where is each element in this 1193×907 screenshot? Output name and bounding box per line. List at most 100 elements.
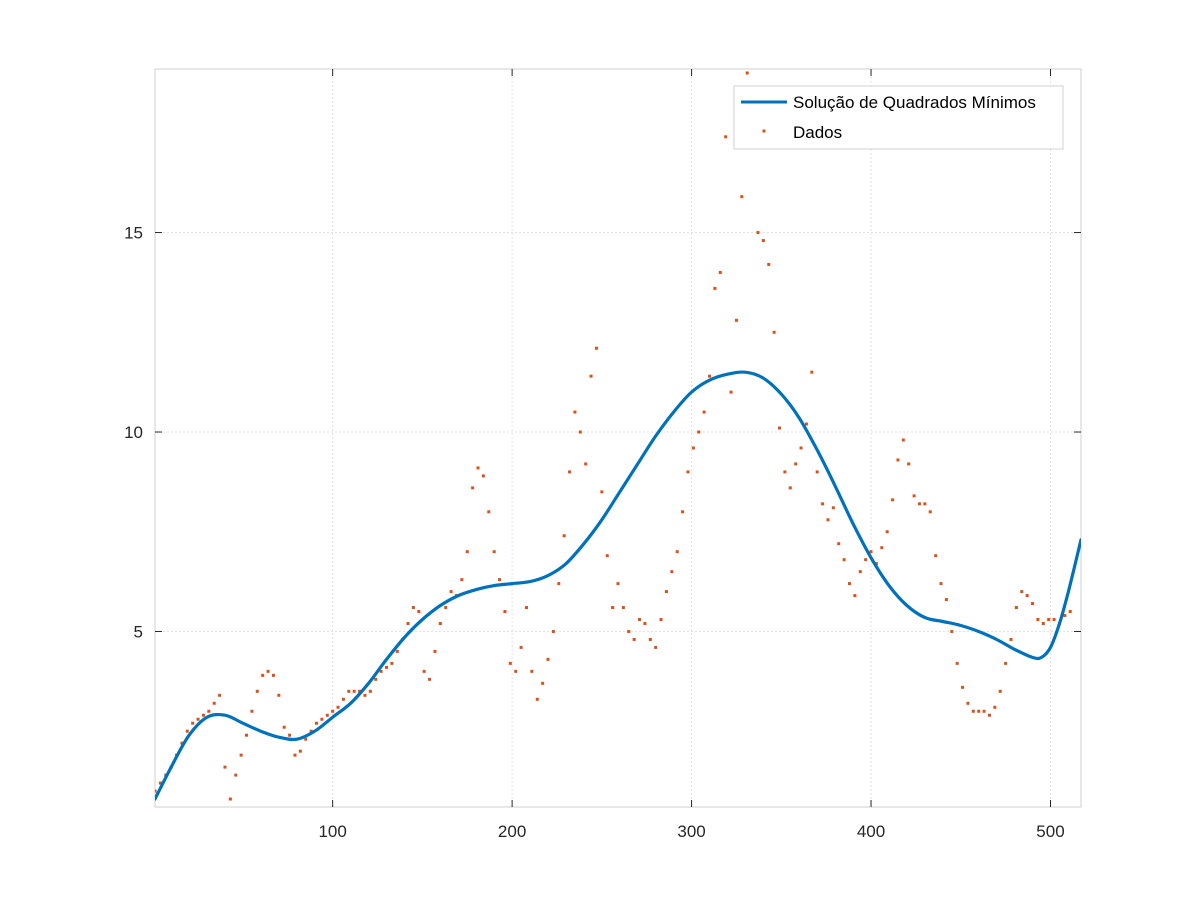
data-point <box>228 797 232 801</box>
data-point <box>428 677 432 681</box>
data-point <box>325 713 329 717</box>
legend-label-fit: Solução de Quadrados Mínimos <box>793 93 1036 112</box>
data-point <box>368 689 372 693</box>
data-point <box>638 618 642 622</box>
data-point <box>546 657 550 661</box>
data-point <box>1036 618 1040 622</box>
data-point <box>896 458 900 462</box>
data-point <box>471 486 475 490</box>
data-point <box>196 717 200 721</box>
data-point <box>1014 606 1018 610</box>
data-point <box>950 629 954 633</box>
data-point <box>1031 602 1035 606</box>
data-point <box>191 721 195 725</box>
data-point <box>928 510 932 514</box>
data-point <box>756 231 760 235</box>
y-tick-label: 15 <box>124 224 143 243</box>
data-point <box>939 582 943 586</box>
data-point <box>234 773 238 777</box>
data-point <box>729 390 733 394</box>
data-point <box>648 637 652 641</box>
data-point <box>271 673 275 677</box>
data-point <box>277 693 281 697</box>
data-point <box>374 677 378 681</box>
data-point <box>998 689 1002 693</box>
y-tick-label: 10 <box>124 423 143 442</box>
data-point <box>444 606 448 610</box>
data-point <box>158 781 162 785</box>
data-point <box>831 506 835 510</box>
data-point <box>713 286 717 290</box>
data-point <box>304 737 308 741</box>
data-point <box>708 374 712 378</box>
data-point <box>557 582 561 586</box>
data-point <box>524 606 528 610</box>
data-point <box>874 562 878 566</box>
legend: Solução de Quadrados Mínimos Dados <box>733 85 1064 150</box>
data-point <box>288 733 292 737</box>
data-point <box>422 669 426 673</box>
data-point <box>551 629 555 633</box>
data-point <box>772 330 776 334</box>
data-point <box>632 637 636 641</box>
data-point <box>740 195 744 199</box>
data-point <box>1025 594 1029 598</box>
data-point <box>568 470 572 474</box>
grid-layer <box>155 69 1081 807</box>
data-point <box>417 610 421 614</box>
data-point <box>923 502 927 506</box>
data-point <box>336 705 340 709</box>
data-point <box>987 713 991 717</box>
data-point <box>255 689 259 693</box>
data-point <box>944 598 948 602</box>
data-point <box>702 410 706 414</box>
data-point <box>411 606 415 610</box>
data-point <box>691 446 695 450</box>
data-point <box>358 689 362 693</box>
data-point <box>664 590 668 594</box>
data-point <box>858 570 862 574</box>
data-point <box>600 490 604 494</box>
data-point <box>481 474 485 478</box>
data-point <box>476 466 480 470</box>
data-point <box>767 262 771 266</box>
data-point <box>245 733 249 737</box>
data-point <box>379 669 383 673</box>
data-point <box>390 661 394 665</box>
data-point <box>594 346 598 350</box>
data-point <box>993 705 997 709</box>
data-point <box>503 610 507 614</box>
data-point <box>465 550 469 554</box>
data-point <box>589 374 593 378</box>
data-point <box>514 669 518 673</box>
data-point <box>261 673 265 677</box>
data-point <box>207 709 211 713</box>
data-point <box>578 430 582 434</box>
data-point <box>1052 618 1056 622</box>
data-point <box>239 753 243 757</box>
data-point <box>562 534 566 538</box>
data-point <box>880 546 884 550</box>
data-point <box>498 578 502 582</box>
data-point <box>492 550 496 554</box>
data-point <box>282 725 286 729</box>
data-point <box>309 729 313 733</box>
data-point <box>180 741 184 745</box>
data-point <box>406 621 410 625</box>
x-tick-label: 300 <box>677 822 705 841</box>
data-point <box>799 446 803 450</box>
data-point <box>783 470 787 474</box>
data-point <box>821 502 825 506</box>
data-point <box>961 685 965 689</box>
data-point <box>842 558 846 562</box>
data-point <box>185 729 189 733</box>
data-point <box>901 438 905 442</box>
data-point <box>724 135 728 139</box>
data-point <box>864 558 868 562</box>
data-point <box>487 510 491 514</box>
data-point <box>449 590 453 594</box>
data-point <box>352 689 356 693</box>
legend-label-data: Dados <box>793 123 842 142</box>
data-point <box>460 578 464 582</box>
